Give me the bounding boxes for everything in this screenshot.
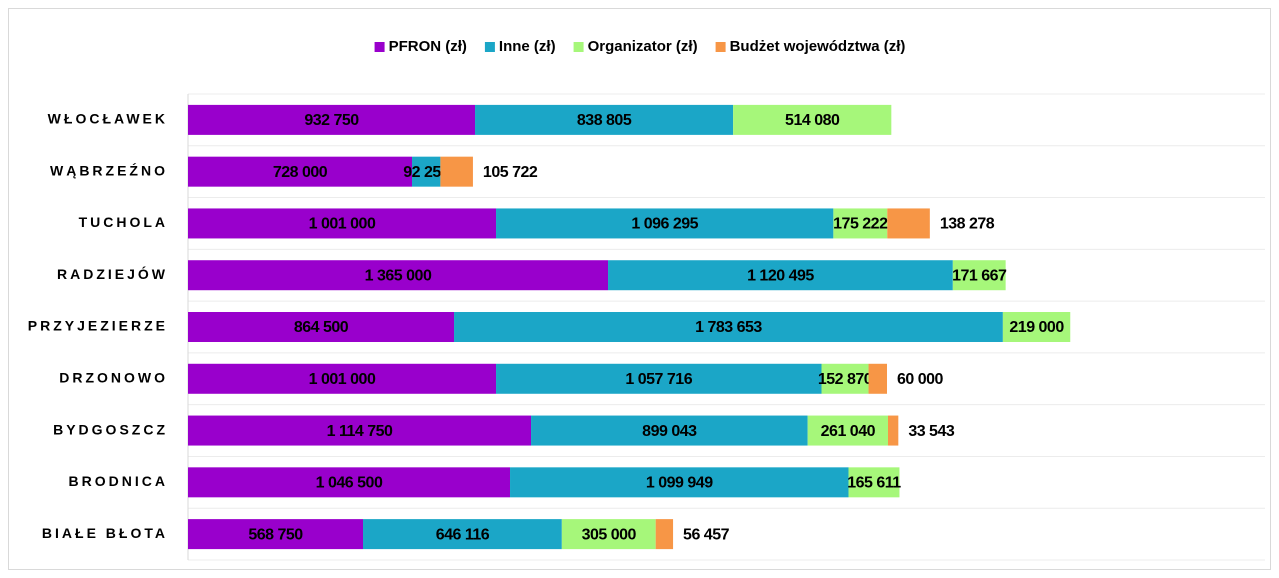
bar-segment <box>887 415 899 446</box>
data-label: 105 722 <box>483 164 538 181</box>
bar-segment <box>1002 312 1071 342</box>
bar-segment <box>188 363 497 394</box>
legend-swatch <box>573 42 584 52</box>
legend-swatch <box>484 42 495 52</box>
bar-segment <box>188 519 364 550</box>
bar-segment <box>188 208 497 239</box>
data-label: 838 805 <box>577 112 632 129</box>
data-label: 1 120 495 <box>747 267 814 284</box>
y-tick-label: WŁOCŁAWEK <box>48 111 168 127</box>
bar-segment <box>868 363 887 394</box>
bar-segment <box>412 156 441 187</box>
data-label: 1 099 949 <box>646 475 713 492</box>
legend-swatch <box>374 42 385 52</box>
legend-label: PFRON (zł) <box>389 38 467 55</box>
bar-segment <box>655 519 674 550</box>
y-tick-label: DRZONOWO <box>59 369 168 385</box>
data-label: 932 750 <box>304 112 359 129</box>
bar-segment <box>531 415 808 446</box>
legend-label: Inne (zł) <box>499 38 556 55</box>
bar-segment <box>510 467 849 498</box>
bar-segment <box>188 312 455 342</box>
y-tick-label: RADZIEJÓW <box>57 265 168 282</box>
bar-segment <box>363 519 562 550</box>
bar-segment <box>807 415 888 446</box>
legend-label: Budżet województwa (zł) <box>730 38 906 55</box>
bar-segment <box>833 208 888 239</box>
bar-segment <box>188 104 476 135</box>
bar-segment <box>440 156 473 187</box>
data-label: 1 365 000 <box>365 267 432 284</box>
data-label: 92 256 <box>403 164 450 181</box>
y-tick-label: BYDGOSZCZ <box>53 421 168 437</box>
data-label: 165 611 <box>847 475 901 492</box>
bar-segment <box>496 208 834 239</box>
data-label: 1 096 295 <box>631 216 698 233</box>
bar-segment <box>454 312 1003 342</box>
data-label: 899 043 <box>642 423 697 440</box>
y-tick-label: PRZYJEZIERZE <box>28 318 168 334</box>
data-label: 305 000 <box>582 526 637 543</box>
data-label: 261 040 <box>821 423 876 440</box>
bar-segment <box>475 104 734 135</box>
legend-label: Organizator (zł) <box>588 38 698 55</box>
data-label: 1 001 000 <box>309 216 376 233</box>
data-label: 1 001 000 <box>309 371 376 388</box>
data-label: 60 000 <box>897 371 944 388</box>
bar-segment <box>848 467 900 498</box>
legend-swatch <box>715 42 726 52</box>
data-label: 1 046 500 <box>316 475 383 492</box>
data-label: 219 000 <box>1009 319 1064 336</box>
data-label: 138 278 <box>940 216 995 233</box>
data-label: 864 500 <box>294 319 349 336</box>
data-label: 1 783 653 <box>695 319 762 336</box>
data-label: 152 870 <box>818 371 873 388</box>
data-label: 728 000 <box>273 164 328 181</box>
bar-segment <box>496 363 822 394</box>
y-tick-label: WĄBRZEŹNO <box>50 162 168 178</box>
bar-segment <box>887 208 930 239</box>
data-label: 646 116 <box>436 526 490 543</box>
y-tick-label: BIAŁE BŁOTA <box>42 525 168 541</box>
bar-segment <box>733 104 892 135</box>
bar-segment <box>821 363 869 394</box>
data-label: 1 057 716 <box>625 371 692 388</box>
bar-segment <box>188 260 609 291</box>
bar-segment <box>952 260 1006 291</box>
bar-segment <box>188 156 413 187</box>
bar-segment <box>188 467 511 498</box>
data-label: 33 543 <box>908 423 955 440</box>
data-label: 56 457 <box>683 526 730 543</box>
y-tick-label: BRODNICA <box>69 473 168 489</box>
data-label: 1 114 750 <box>327 423 393 440</box>
data-label: 171 667 <box>952 267 1007 284</box>
data-label: 175 222 <box>833 216 888 233</box>
y-tick-label: TUCHOLA <box>79 214 168 230</box>
bar-segment <box>188 415 532 446</box>
bar-segment <box>608 260 953 291</box>
data-label: 514 080 <box>785 112 840 129</box>
data-label: 568 750 <box>248 526 303 543</box>
bar-segment <box>561 519 656 550</box>
